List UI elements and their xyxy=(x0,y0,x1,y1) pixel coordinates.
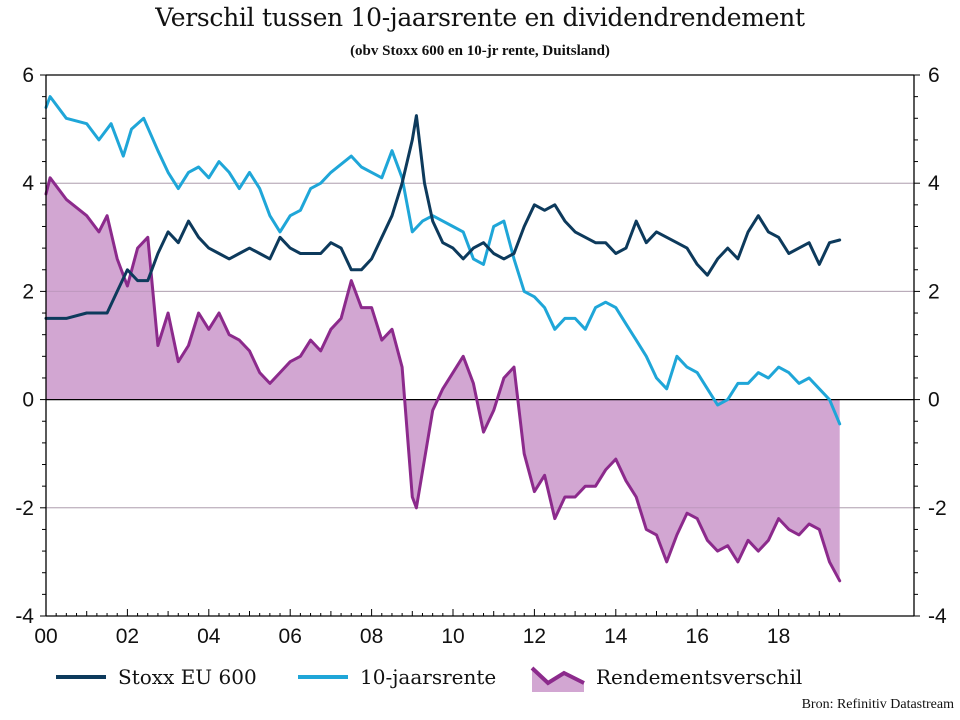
y-tick-label-left: 2 xyxy=(22,280,34,303)
x-tick-label: 16 xyxy=(686,625,709,648)
source-note: Bron: Refinitiv Datastream xyxy=(801,697,954,712)
series-line-rendementsverschil xyxy=(44,176,842,583)
y-tick-label-right: -4 xyxy=(928,605,947,628)
x-tick-label: 06 xyxy=(279,625,302,648)
legend-swatch-rente xyxy=(298,675,348,679)
x-tick-label: 18 xyxy=(767,625,790,648)
y-tick-label-left: 4 xyxy=(22,172,34,195)
series-area-rendementsverschil xyxy=(46,177,840,581)
y-tick-label-left: -2 xyxy=(15,497,34,520)
x-tick-label: 02 xyxy=(116,625,139,648)
legend-swatch-spread xyxy=(530,666,585,692)
x-tick-label: 00 xyxy=(34,625,57,648)
x-tick-label: 08 xyxy=(360,625,383,648)
series-line-10-jaarsrente xyxy=(44,95,842,426)
chart-subtitle: (obv Stoxx 600 en 10-jr rente, Duitsland… xyxy=(350,43,610,59)
area-layer xyxy=(46,177,914,581)
legend-item-spread: Rendementsverschil xyxy=(530,660,802,694)
axes xyxy=(40,74,920,617)
legend-label-stoxx: Stoxx EU 600 xyxy=(118,665,257,689)
line-layer xyxy=(44,95,842,583)
legend-item-rente: 10-jaarsrente xyxy=(296,660,496,694)
y-tick-label-right: 2 xyxy=(928,280,940,303)
series-line-stoxx xyxy=(44,114,842,320)
x-tick-label: 12 xyxy=(523,625,546,648)
x-tick-label: 04 xyxy=(197,625,221,648)
y-tick-label-right: 0 xyxy=(928,389,940,412)
y-tick-label-right: 6 xyxy=(928,64,940,87)
legend-item-stoxx: Stoxx EU 600 xyxy=(54,660,257,694)
y-tick-label-right: 4 xyxy=(928,172,940,195)
legend-label-spread: Rendementsverschil xyxy=(596,665,803,689)
x-tick-label: 10 xyxy=(441,625,464,648)
tick-labels: 6 64 42 20 0-2 -2-4 -400 02 04 06 08 10 12 14 16 18 xyxy=(15,64,947,648)
y-tick-label-left: -4 xyxy=(15,605,34,628)
legend-swatch-stoxx xyxy=(56,675,106,679)
legend-label-rente: 10-jaarsrente xyxy=(360,665,497,689)
x-tick-label: 14 xyxy=(604,625,628,648)
legend: Stoxx EU 600 10-jaarsrente Rendementsver… xyxy=(0,660,960,694)
y-tick-label-left: 6 xyxy=(22,64,34,87)
chart-title: Verschil tussen 10-jaarsrente en dividen… xyxy=(155,3,805,32)
y-tick-label-right: -2 xyxy=(928,497,947,520)
y-tick-label-left: 0 xyxy=(22,389,34,412)
